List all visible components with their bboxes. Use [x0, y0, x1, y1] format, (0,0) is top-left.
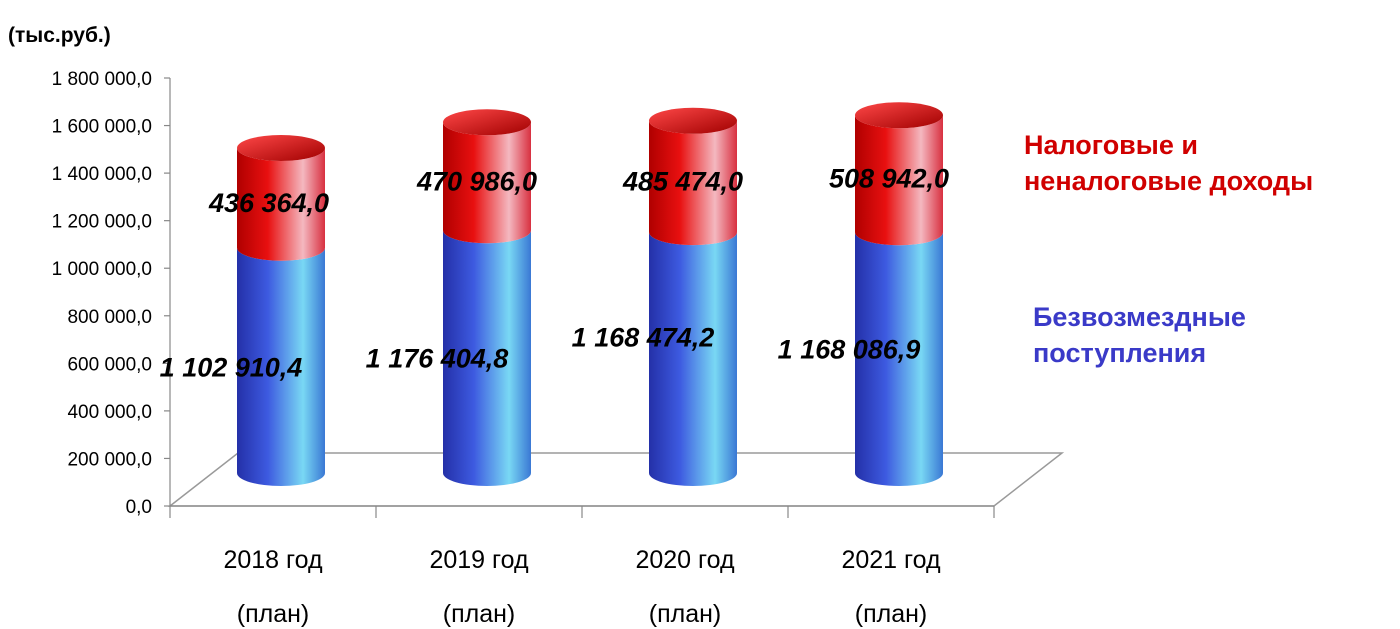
x-tick-sublabel: (план) — [237, 600, 310, 628]
bar-top-cap — [237, 134, 325, 161]
legend: Налоговые и неналоговые доходы Безвозмез… — [1024, 130, 1313, 368]
bar-top-cap — [855, 102, 943, 129]
y-tick-label: 400 000,0 — [67, 402, 152, 423]
data-label-grants: 1 102 910,4 — [160, 352, 303, 382]
y-axis: 0,0 200 000,0 400 000,0 600 000,0 800 000,0 1… — [52, 69, 171, 518]
data-labels: 1 102 910,4 436 364,0 1 176 404,8 470 986,0… — [160, 164, 949, 383]
x-tick-label: 2019 год — [429, 546, 528, 574]
data-label-grants: 1 168 086,9 — [778, 335, 921, 365]
y-axis-label: (тыс.руб.) — [8, 24, 111, 47]
y-tick-label: 1 600 000,0 — [52, 117, 152, 138]
y-tick-label: 1 000 000,0 — [52, 259, 152, 280]
y-tick-label: 1 800 000,0 — [52, 69, 152, 90]
bar-tax-revenue — [855, 115, 943, 246]
axis-title: (тыс.руб.) — [8, 24, 111, 47]
bar-tax-revenue — [237, 147, 325, 261]
data-label-tax-revenue: 436 364,0 — [208, 188, 329, 218]
data-label-tax-revenue: 485 474,0 — [622, 166, 743, 196]
data-label-tax-revenue: 470 986,0 — [416, 166, 537, 196]
x-tick-sublabel: (план) — [649, 600, 722, 628]
bar-tax-revenue — [649, 120, 737, 246]
bar-grants — [649, 232, 737, 486]
y-tick-label: 0,0 — [126, 497, 152, 518]
x-tick-label: 2021 год — [841, 546, 940, 574]
x-tick-sublabel: (план) — [855, 600, 928, 628]
legend-entry-grants: Безвозмездные поступления — [1033, 302, 1253, 368]
bar-grants — [237, 247, 325, 486]
data-label-grants: 1 168 474,2 — [572, 323, 715, 353]
y-tick-label: 1 400 000,0 — [52, 164, 152, 185]
bar-top-cap — [649, 107, 737, 134]
legend-entry-tax-revenue: Налоговые и неналоговые доходы — [1024, 130, 1313, 196]
bar-top-cap — [443, 109, 531, 136]
y-tick-label: 600 000,0 — [67, 354, 152, 375]
data-label-tax-revenue: 508 942,0 — [829, 164, 949, 194]
bar-grants — [443, 230, 531, 486]
x-tick-label: 2018 год — [223, 546, 322, 574]
x-tick-sublabel: (план) — [443, 600, 516, 628]
bar-grants — [855, 232, 943, 486]
y-tick-label: 1 200 000,0 — [52, 212, 152, 233]
x-axis: 2018 год (план) 2019 год (план) 2020 год (пла… — [169, 505, 995, 628]
y-tick-label: 800 000,0 — [67, 307, 152, 328]
bars — [237, 102, 943, 486]
y-tick-label: 200 000,0 — [67, 449, 152, 470]
x-tick-label: 2020 год — [635, 546, 734, 574]
data-label-grants: 1 176 404,8 — [366, 344, 509, 374]
bar-tax-revenue — [443, 122, 531, 244]
